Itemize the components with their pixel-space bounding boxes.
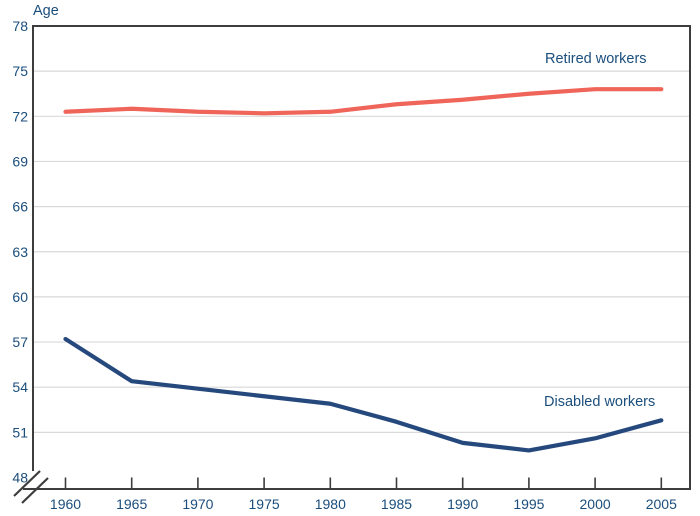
x-tick-label: 1960	[50, 496, 81, 512]
x-tick-label: 1995	[513, 496, 544, 512]
x-tick-label: 1970	[182, 496, 213, 512]
y-tick-label: 57	[12, 334, 28, 350]
x-tick-label: 1975	[249, 496, 280, 512]
x-tick-label: 2005	[646, 496, 677, 512]
series-label-disabled-workers: Disabled workers	[544, 394, 656, 410]
y-tick-label: 75	[12, 63, 28, 79]
x-tick-label: 1985	[381, 496, 412, 512]
y-tick-label: 54	[12, 379, 28, 395]
y-tick-label: 66	[12, 199, 28, 215]
plot-border	[23, 25, 691, 490]
x-tick-label: 1990	[447, 496, 478, 512]
y-tick-label: 48	[12, 470, 28, 486]
series-line-disabled-workers	[63, 336, 664, 453]
x-tick-label: 1980	[315, 496, 346, 512]
x-tick-label: 2000	[580, 496, 611, 512]
y-tick-label: 72	[12, 108, 28, 124]
axis-break-mark	[13, 470, 41, 497]
x-tick-label: 1965	[116, 496, 147, 512]
y-tick-label: 69	[12, 153, 28, 169]
series-line-retired-workers	[63, 87, 664, 116]
y-tick-label: 51	[12, 424, 28, 440]
y-tick-label: 63	[12, 244, 28, 260]
y-tick-label: 78	[12, 18, 28, 34]
series-label-retired-workers: Retired workers	[545, 51, 647, 67]
y-tick-label: 60	[12, 289, 28, 305]
y-axis-title: Age	[33, 3, 59, 19]
axis-break-mark	[21, 477, 49, 504]
